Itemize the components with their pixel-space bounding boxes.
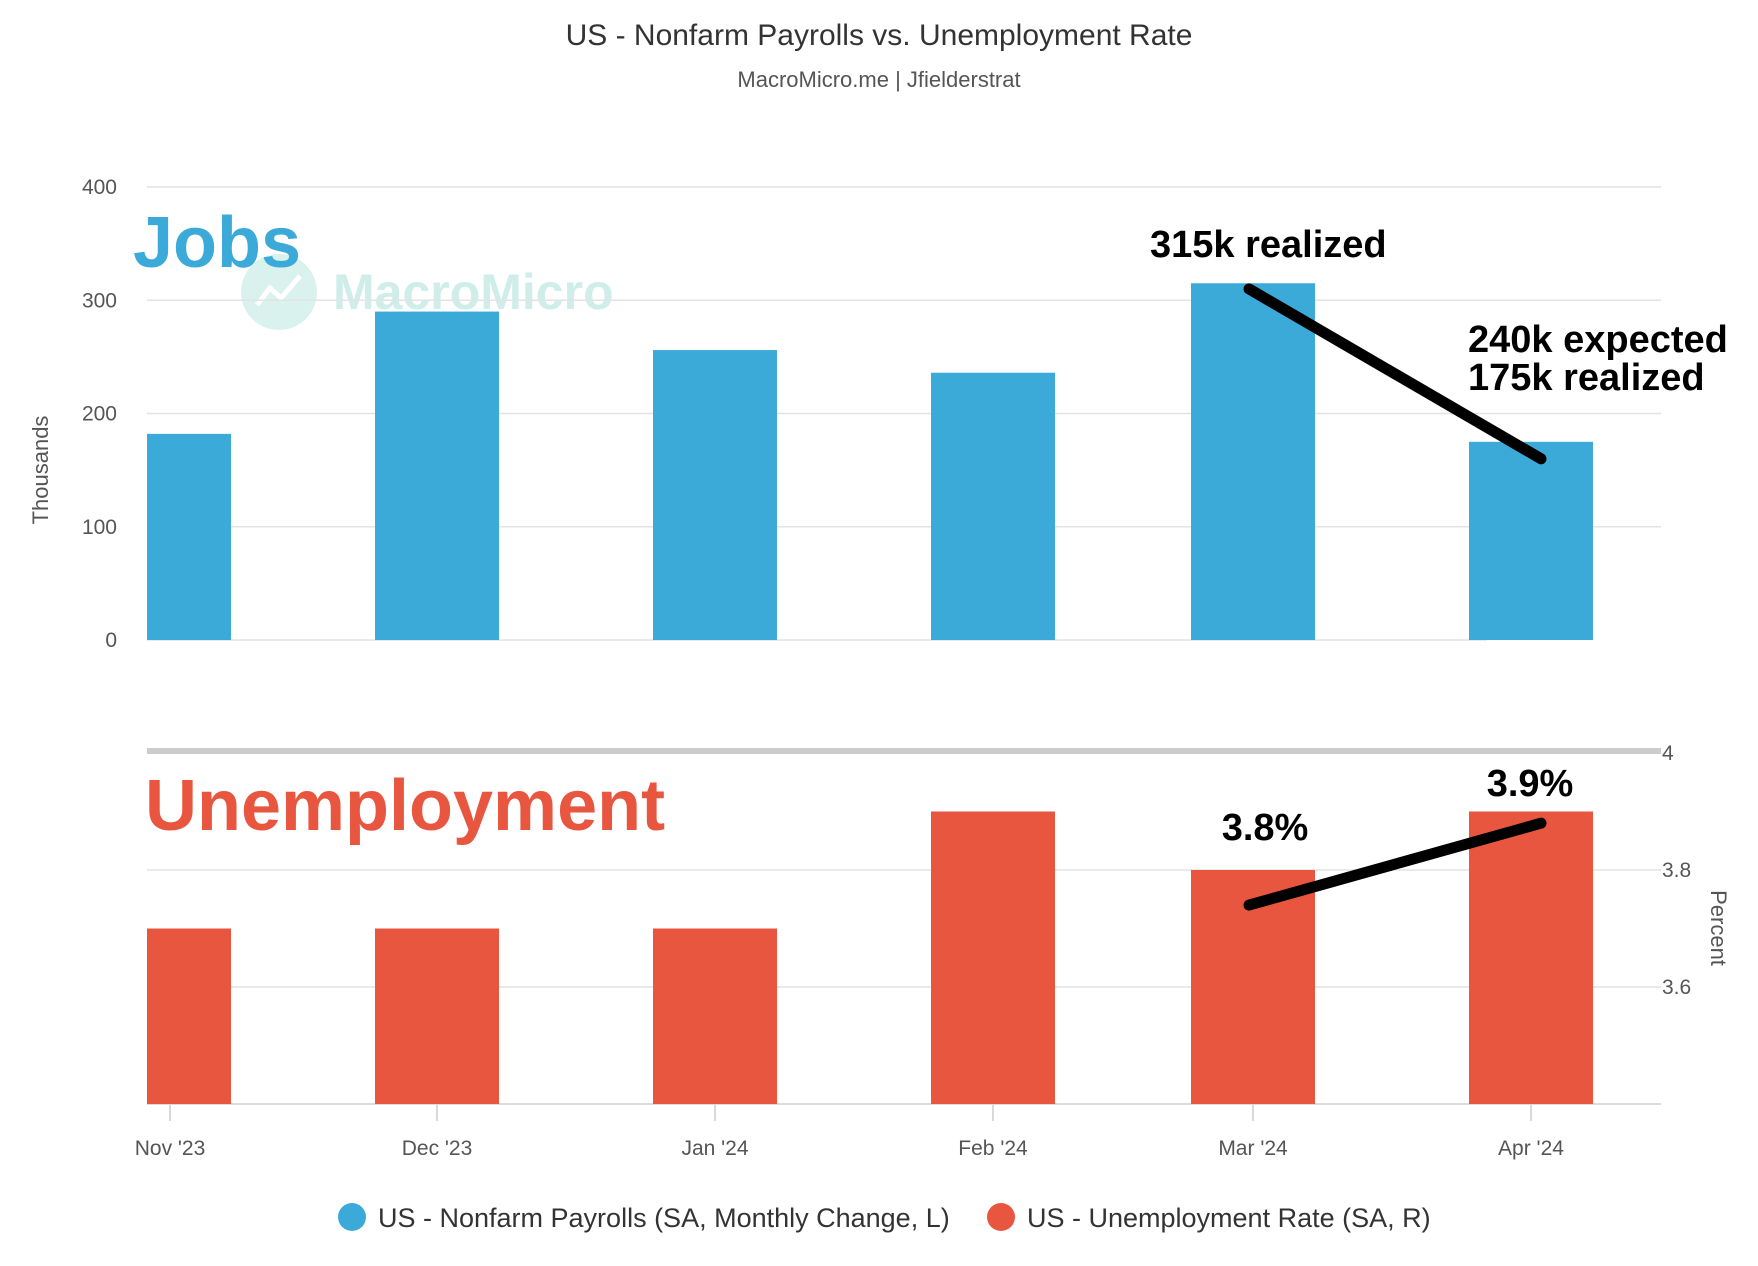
x-axis: Nov '23 Dec '23 Jan '24 Feb '24 Mar '24 Apr '… [135, 1105, 1564, 1160]
annotation-line: 3.8% [1222, 807, 1309, 849]
legend-item-payrolls[interactable]: US - Nonfarm Payrolls (SA, Monthly Chang… [338, 1203, 950, 1233]
annotation-line: 3.9% [1487, 763, 1574, 805]
panel-divider [147, 748, 1661, 754]
x-tick-label: Feb '24 [958, 1137, 1028, 1160]
unemployment-panel-label: Unemployment [145, 766, 665, 846]
y-tick-label: 100 [82, 516, 117, 539]
x-tick-label: Nov '23 [135, 1137, 206, 1160]
unemployment-bar-2[interactable] [653, 928, 777, 1105]
jobs-grid [147, 186, 1661, 641]
chart-subtitle: MacroMicro.me | Jfielderstrat [737, 67, 1020, 92]
jobs-bar-3[interactable] [931, 372, 1055, 640]
unemployment-grid [147, 869, 1661, 1105]
jobs-panel-label: Jobs [133, 203, 301, 283]
unemployment-bar-5[interactable] [1469, 811, 1593, 1105]
x-tick-label: Apr '24 [1498, 1137, 1564, 1160]
jobs-annotation-apr: 240k expected 175k realized [1468, 319, 1728, 399]
jobs-bars [147, 283, 1593, 640]
x-tick-label: Jan '24 [681, 1137, 748, 1160]
y-tick-label: 400 [82, 176, 117, 199]
y-tick-label: 3.6 [1662, 976, 1691, 999]
unemployment-bar-0[interactable] [147, 928, 231, 1105]
unemployment-bars [147, 811, 1593, 1105]
watermark-text: MacroMicro [333, 264, 614, 320]
annotation-line: 315k realized [1150, 224, 1387, 266]
unemployment-panel: 3.6 3.8 4 Percent Unemployment 3.8% 3.9% [145, 742, 1731, 1105]
unemployment-annotation-apr: 3.9% [1487, 763, 1574, 805]
watermark-logo-line [255, 274, 302, 307]
unemployment-bar-1[interactable] [375, 928, 499, 1105]
y-tick-label: 300 [82, 289, 117, 312]
legend-unemployment-label: US - Unemployment Rate (SA, R) [1027, 1203, 1431, 1233]
unemployment-trend-line [1243, 817, 1547, 911]
unemployment-y-ticks: 3.6 3.8 4 [1662, 742, 1691, 999]
unemployment-y-axis-title: Percent [1706, 890, 1731, 966]
x-tick-label: Dec '23 [402, 1137, 473, 1160]
y-tick-label: 4 [1662, 742, 1674, 765]
jobs-bar-0[interactable] [147, 433, 231, 640]
jobs-panel: 0 100 200 300 400 Thousands Jobs 315k realiz… [28, 176, 1728, 652]
jobs-annotation-mar: 315k realized [1150, 224, 1387, 266]
legend-payrolls-marker [338, 1203, 366, 1231]
jobs-bar-1[interactable] [375, 311, 499, 640]
watermark-logo-icon [241, 254, 317, 330]
y-tick-label: 3.8 [1662, 859, 1691, 882]
legend: US - Nonfarm Payrolls (SA, Monthly Chang… [338, 1203, 1431, 1233]
legend-payrolls-label: US - Nonfarm Payrolls (SA, Monthly Chang… [378, 1203, 950, 1233]
jobs-y-ticks: 0 100 200 300 400 [82, 176, 117, 652]
jobs-bar-4[interactable] [1191, 283, 1315, 640]
legend-unemployment-marker [987, 1203, 1015, 1231]
unemployment-annotation-mar: 3.8% [1222, 807, 1309, 849]
unemployment-bar-3[interactable] [931, 811, 1055, 1105]
jobs-bar-5[interactable] [1469, 441, 1593, 640]
legend-item-unemployment[interactable]: US - Unemployment Rate (SA, R) [987, 1203, 1431, 1233]
annotation-line: 240k expected [1468, 319, 1728, 361]
annotation-line: 175k realized [1468, 357, 1705, 399]
jobs-bar-2[interactable] [653, 350, 777, 640]
y-tick-label: 200 [82, 403, 117, 426]
x-tick-label: Mar '24 [1218, 1137, 1288, 1160]
jobs-y-axis-title: Thousands [28, 416, 53, 525]
jobs-trend-line [1243, 283, 1547, 465]
chart-title: US - Nonfarm Payrolls vs. Unemployment R… [566, 19, 1193, 52]
watermark: MacroMicro [241, 254, 614, 330]
y-tick-label: 0 [105, 629, 117, 652]
